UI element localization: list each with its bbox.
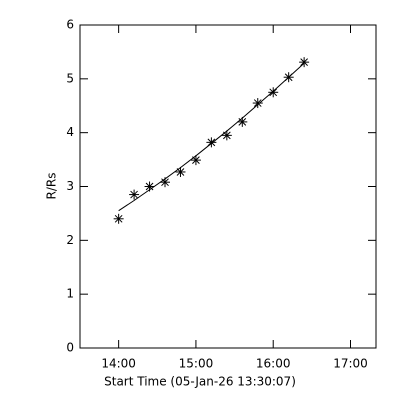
x-tick-label: 16:00 xyxy=(256,357,291,371)
asterisk-stroke xyxy=(222,131,231,140)
fit-line xyxy=(118,62,305,212)
asterisk-stroke xyxy=(300,58,308,66)
asterisk-stroke xyxy=(269,88,278,97)
asterisk-stroke xyxy=(114,214,123,223)
asterisk-stroke xyxy=(253,99,262,107)
y-axis-label: R/Rs xyxy=(45,173,59,200)
y-tick-label: 6 xyxy=(66,18,74,32)
asterisk-marker xyxy=(175,166,186,177)
asterisk-marker xyxy=(160,177,171,188)
x-tick-label: 17:00 xyxy=(333,357,368,371)
asterisk-stroke xyxy=(130,190,138,199)
x-tick-label: 14:00 xyxy=(101,357,136,371)
asterisk-marker xyxy=(221,130,232,141)
asterisk-marker xyxy=(299,57,310,68)
asterisk-marker xyxy=(252,98,263,109)
asterisk-stroke xyxy=(161,178,169,187)
y-tick-label: 1 xyxy=(66,287,74,301)
asterisk-marker xyxy=(268,87,279,98)
y-tick-label: 3 xyxy=(66,179,74,193)
asterisk-stroke xyxy=(238,118,247,126)
asterisk-stroke xyxy=(145,182,154,191)
plot-frame xyxy=(79,24,377,349)
asterisk-marker xyxy=(190,155,201,166)
y-tick-label: 2 xyxy=(66,233,74,247)
asterisk-marker xyxy=(113,213,124,224)
y-tick-label: 0 xyxy=(66,341,74,355)
asterisk-marker xyxy=(129,189,140,200)
x-tick-label: 15:00 xyxy=(179,357,214,371)
y-tick-label: 4 xyxy=(66,125,74,139)
y-tick-label: 5 xyxy=(66,71,74,85)
asterisk-stroke xyxy=(192,156,200,164)
asterisk-stroke xyxy=(176,168,185,176)
x-axis-label: Start Time (05-Jan-26 13:30:07) xyxy=(104,375,296,389)
